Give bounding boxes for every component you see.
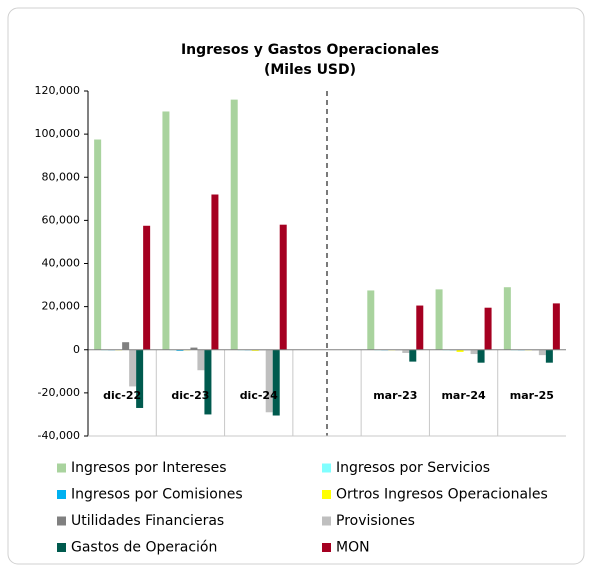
bar [272, 349, 280, 416]
legend-swatch [322, 543, 331, 552]
bar [122, 342, 130, 350]
y-tick-label: -40,000 [38, 429, 80, 442]
y-tick-label: 80,000 [42, 170, 81, 183]
bar [265, 349, 273, 413]
y-tick-label: 120,000 [35, 84, 81, 97]
legend-label: MON [336, 540, 370, 556]
bar [136, 349, 144, 408]
bar [435, 289, 443, 350]
legend-label: Ortros Ingresos Operacionales [336, 487, 548, 503]
bar [409, 349, 417, 362]
bar [538, 349, 546, 356]
bar [477, 349, 485, 363]
x-tick-label: mar-24 [441, 389, 486, 402]
bar [484, 307, 492, 350]
bar [176, 349, 184, 351]
bar [211, 194, 219, 350]
x-tick-label: mar-23 [373, 389, 417, 402]
bar [470, 349, 478, 355]
y-tick-label: 20,000 [42, 300, 81, 313]
legend-swatch [322, 516, 331, 526]
x-tick-label: mar-25 [510, 389, 554, 402]
chart-subtitle: (Miles USD) [264, 62, 356, 78]
x-tick-label: dic-23 [171, 389, 209, 402]
bar [230, 99, 238, 350]
bar [456, 349, 464, 352]
x-tick-label: dic-22 [103, 389, 141, 402]
bar [251, 349, 259, 351]
x-tick-label: dic-24 [240, 389, 278, 402]
bar [162, 111, 170, 350]
bar [503, 287, 511, 350]
y-tick-label: 60,000 [42, 213, 81, 226]
bar [402, 349, 410, 353]
legend-swatch [57, 543, 66, 552]
bar [143, 225, 151, 350]
legend-label: Ingresos por Comisiones [71, 487, 243, 503]
bar [129, 349, 137, 387]
bar [204, 349, 212, 415]
legend-label: Gastos de Operación [71, 540, 217, 556]
legend-swatch [57, 490, 66, 499]
bar [94, 139, 102, 350]
y-tick-label: 100,000 [35, 127, 81, 140]
chart-title: Ingresos y Gastos Operacionales [181, 42, 439, 58]
legend-swatch [57, 463, 66, 473]
legend-label: Ingresos por Servicios [336, 460, 490, 476]
y-tick-label: -20,000 [38, 386, 80, 399]
bar [416, 305, 424, 350]
bar [367, 290, 375, 350]
bar [190, 347, 198, 350]
y-tick-label: 0 [73, 343, 80, 356]
bar [279, 224, 287, 350]
legend-swatch [57, 516, 66, 526]
bar [545, 349, 553, 363]
legend-label: Utilidades Financieras [71, 513, 224, 529]
legend-label: Ingresos por Intereses [71, 460, 227, 476]
bar [197, 349, 205, 371]
bar [552, 303, 560, 350]
chart-frame [7, 7, 585, 565]
legend-swatch [322, 490, 331, 499]
y-tick-label: 40,000 [42, 257, 81, 270]
legend-swatch [322, 463, 331, 473]
legend-label: Provisiones [336, 513, 415, 529]
